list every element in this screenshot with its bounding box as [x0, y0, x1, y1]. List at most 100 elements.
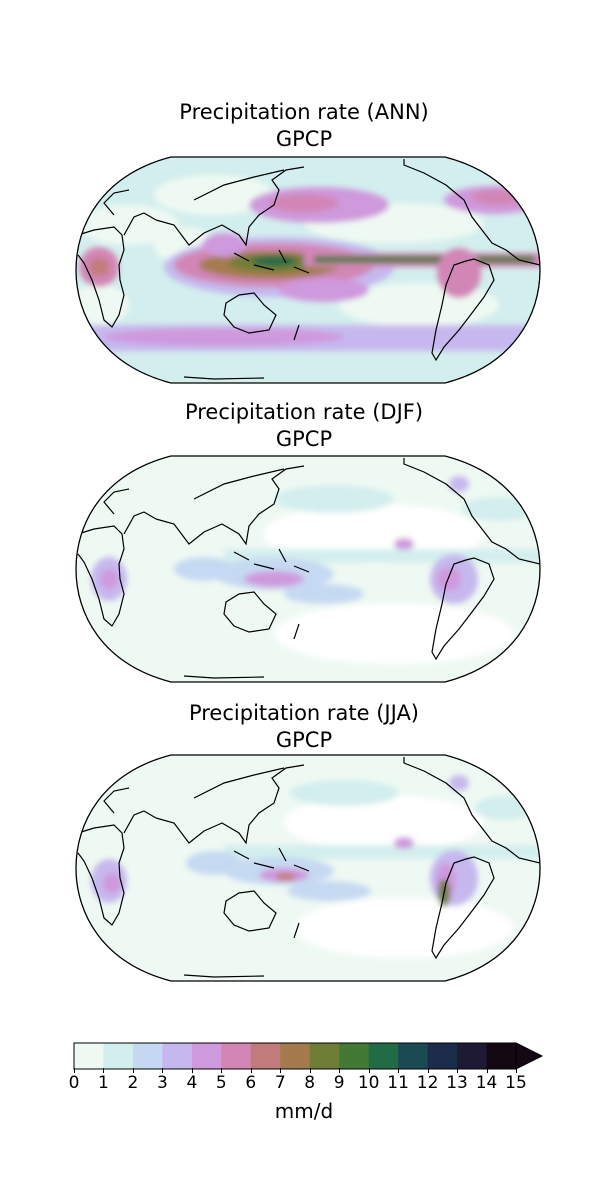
colorbar-tick-mark: [339, 1068, 341, 1073]
colorbar-extend-arrow: [515, 1042, 544, 1070]
colorbar-tick-label: 8: [304, 1073, 316, 1093]
panel-djf-title: Precipitation rate (DJF) GPCP: [0, 399, 600, 453]
jja-coast-australia: [223, 890, 300, 939]
colorbar-units-label: mm/d: [274, 1099, 334, 1123]
colorbar-segment: [339, 1043, 370, 1069]
jja-central-america: [394, 837, 414, 849]
ann-dry-asia: [154, 175, 274, 215]
jja-coast-indonesia: [233, 847, 310, 872]
colorbar-tick-mark: [516, 1068, 517, 1073]
djf-coast-indonesia: [233, 548, 310, 573]
colorbar-tick-mark: [368, 1068, 370, 1073]
jja-southern-africa-core: [103, 873, 121, 893]
colorbar-tick-label: 5: [215, 1073, 227, 1093]
colorbar-segment: [486, 1043, 517, 1069]
djf-north-pacific: [274, 485, 394, 513]
ann-storm-track-north-pacific-core: [269, 194, 339, 212]
panel-djf-title-line1: Precipitation rate (DJF): [184, 400, 424, 424]
panel-jja-title-line1: Precipitation rate (JJA): [188, 701, 420, 725]
jja-coast-africa-europe: [77, 787, 157, 926]
colorbar-segment: [74, 1043, 104, 1069]
colorbar-tick-mark: [309, 1068, 311, 1073]
ann-coastlines: [77, 159, 540, 380]
colorbar-segment: [368, 1043, 399, 1069]
colorbar-tick-label: 7: [274, 1073, 286, 1093]
colorbar-segment: [162, 1043, 193, 1069]
jja-pacific-white: [284, 795, 484, 851]
colorbar-tick-label: 9: [333, 1073, 345, 1093]
colorbar-tick-label: 2: [127, 1073, 139, 1093]
ann-coast-americas: [403, 159, 540, 362]
map-ann: [75, 156, 541, 384]
jja-map-frame: [75, 754, 541, 982]
djf-coast-asia: [155, 465, 305, 546]
panel-ann-title-line2: GPCP: [275, 127, 333, 151]
colorbar-tick-mark: [74, 1068, 75, 1073]
colorbar-segment: [103, 1043, 134, 1069]
ann-coast-australia: [223, 292, 300, 341]
ann-storm-track-southern-core: [104, 328, 344, 346]
colorbar-segment: [250, 1043, 281, 1069]
ann-itcz-band-core: [314, 256, 534, 263]
colorbar-tick-label: 15: [505, 1073, 527, 1093]
colorbar-tick-label: 0: [68, 1073, 80, 1093]
colorbar: [73, 1042, 544, 1070]
djf-amazon-core: [437, 567, 461, 591]
colorbar-segment: [427, 1043, 458, 1069]
map-jja: [75, 754, 541, 982]
djf-coast-australia: [223, 591, 300, 640]
colorbar-tick-label: 6: [245, 1073, 257, 1093]
colorbar-tick-mark: [221, 1068, 223, 1073]
colorbar-tick-label: 10: [357, 1073, 380, 1093]
colorbar-tick-label: 13: [446, 1073, 468, 1093]
colorbar-tick-mark: [457, 1068, 459, 1073]
colorbar-segment: [309, 1043, 340, 1069]
colorbar-segment: [398, 1043, 429, 1069]
djf-south-white: [274, 604, 514, 664]
ann-congo-core: [89, 258, 109, 276]
colorbar-segment: [191, 1043, 222, 1069]
colorbar-tick-label: 11: [387, 1073, 409, 1093]
colorbar-segment: [457, 1043, 488, 1069]
colorbar-tick-mark: [103, 1068, 105, 1073]
jja-coast-americas: [403, 757, 540, 960]
ann-coast-asia: [155, 166, 305, 247]
jja-equator-band: [224, 845, 540, 859]
djf-coastlines: [77, 458, 540, 679]
djf-coast-americas: [403, 458, 540, 661]
panel-jja-title: Precipitation rate (JJA) GPCP: [0, 700, 600, 754]
jja-nw-america: [449, 775, 469, 791]
ann-warm-pool-dark: [252, 256, 296, 266]
colorbar-tick-label: 1: [98, 1073, 109, 1093]
djf-central-america: [394, 538, 414, 550]
ann-coast-africa-europe: [77, 189, 157, 328]
panel-ann-title-line1: Precipitation rate (ANN): [179, 100, 429, 124]
colorbar-tick-mark: [280, 1068, 282, 1073]
ann-coast-antarctica: [183, 376, 265, 380]
djf-coast-africa-europe: [77, 488, 157, 627]
colorbar-border: [73, 1042, 516, 1070]
colorbar-tick-mark: [398, 1068, 400, 1073]
colorbar-segment: [132, 1043, 163, 1069]
jja-north-pacific: [289, 780, 399, 806]
ann-bay-of-bengal: [202, 233, 246, 257]
panel-jja-title-line2: GPCP: [275, 728, 333, 752]
colorbar-tick-mark: [132, 1068, 134, 1073]
colorbar-tick-mark: [191, 1068, 193, 1073]
colorbar-tick-label: 4: [186, 1073, 198, 1093]
djf-southern-africa-core: [100, 569, 118, 589]
jja-coast-asia: [155, 764, 305, 845]
djf-nw-america: [449, 476, 469, 492]
jja-atlantic: [474, 796, 534, 820]
colorbar-tick-label: 12: [416, 1073, 439, 1093]
map-djf: [75, 455, 541, 683]
jja-indian: [186, 851, 242, 875]
colorbar-tick-label: 14: [475, 1073, 498, 1093]
panel-ann-title: Precipitation rate (ANN) GPCP: [0, 99, 600, 153]
djf-map-frame: [75, 455, 541, 683]
colorbar-segment: [280, 1043, 311, 1069]
colorbar-segment: [221, 1043, 252, 1069]
ann-coast-indonesia: [233, 249, 310, 274]
colorbar-tick-mark: [162, 1068, 164, 1073]
colorbar-tick-mark: [250, 1068, 252, 1073]
